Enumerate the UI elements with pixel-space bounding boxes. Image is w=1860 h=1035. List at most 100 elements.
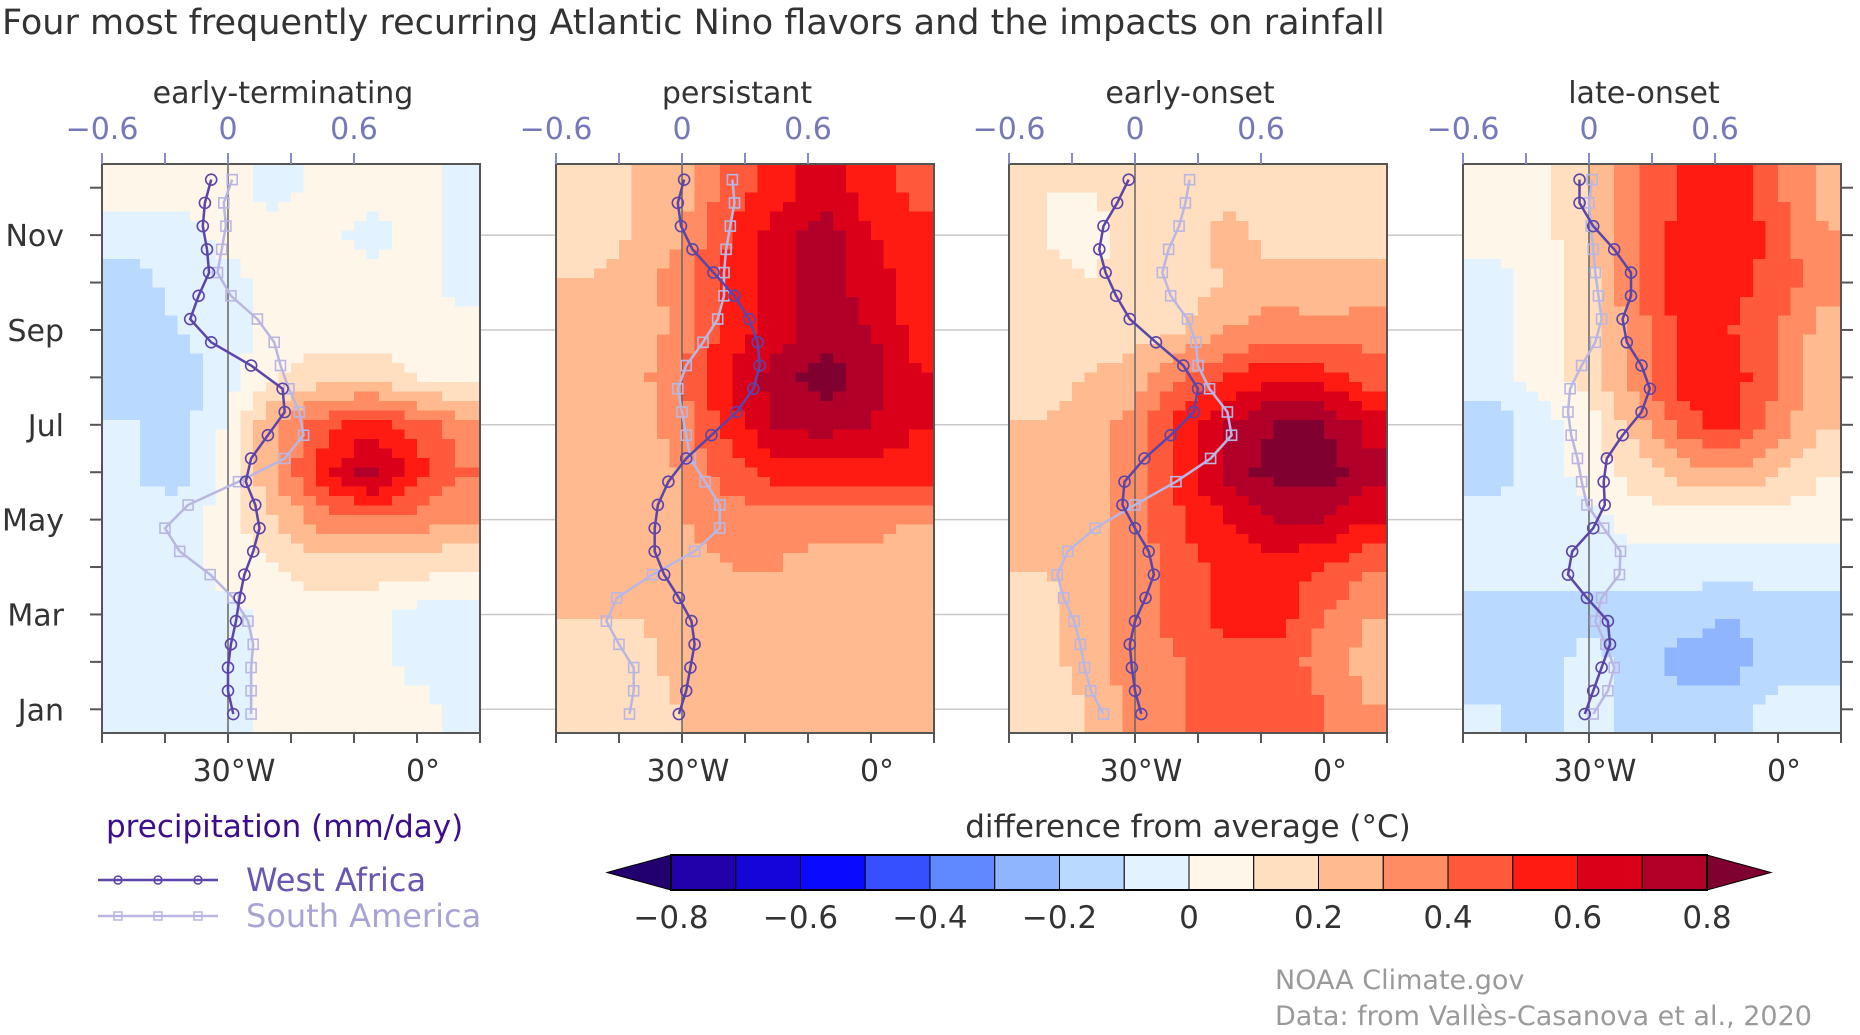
heatmap-cell — [1463, 543, 1842, 554]
heatmap-cell — [102, 164, 254, 175]
heatmap-cell — [1614, 249, 1640, 260]
heatmap-cell — [694, 429, 721, 440]
heatmap-cell — [1361, 571, 1388, 582]
precip-point — [613, 638, 625, 651]
heatmap-cell — [719, 429, 759, 440]
sst-heatmap — [1009, 164, 1388, 734]
heatmap-cell — [1463, 647, 1577, 658]
heatmap-cell — [719, 420, 746, 431]
heatmap-cell — [1664, 287, 1754, 298]
heatmap-cell — [745, 192, 796, 203]
heatmap-cell — [190, 211, 368, 222]
precip-tick-label: −0.6 — [520, 112, 593, 147]
heatmap-cell — [442, 164, 481, 175]
square-marker-icon — [193, 911, 203, 921]
heatmap-cell — [757, 173, 796, 184]
precip-point — [686, 243, 699, 256]
heatmap-cell — [908, 201, 935, 212]
heatmap-cell — [833, 211, 859, 222]
heatmap-cell — [556, 524, 696, 535]
heatmap-cell — [1652, 429, 1678, 440]
heatmap-cell — [1664, 239, 1766, 250]
heatmap-cell — [1752, 714, 1842, 725]
lon-tick-label: 30°W — [1554, 754, 1637, 789]
heatmap-cell — [1677, 334, 1741, 345]
heatmap-cell — [1009, 296, 1199, 307]
heatmap-cell — [1463, 524, 1615, 535]
heatmap-cell — [1626, 420, 1653, 431]
heatmap-cell — [102, 581, 216, 592]
heatmap-cell — [1046, 230, 1111, 241]
heatmap-cell — [1639, 201, 1678, 212]
heatmap-cell — [1790, 429, 1817, 440]
precip-point — [1601, 614, 1615, 628]
heatmap-cell — [354, 391, 380, 402]
precip-tick-label: −0.6 — [1427, 112, 1500, 147]
precip-point — [1156, 266, 1169, 279]
heatmap-cell — [442, 723, 481, 734]
precip-point — [1192, 359, 1204, 372]
precip-point — [1587, 708, 1599, 720]
month-label: Jul — [26, 409, 64, 444]
heatmap-cell — [1614, 277, 1640, 288]
precip-point — [685, 614, 698, 628]
precip-point — [224, 638, 238, 651]
precip-point — [1614, 545, 1627, 558]
precip-point — [274, 359, 287, 372]
precip-point — [728, 289, 741, 303]
precip-point — [674, 219, 688, 233]
heatmap-cell — [1198, 420, 1224, 431]
heatmap-cell — [719, 315, 759, 326]
heatmap-cell — [1009, 429, 1111, 440]
heatmap-cell — [253, 401, 267, 412]
heatmap-cell — [1147, 410, 1174, 421]
precip-series-west-africa — [183, 173, 292, 721]
precip-point — [713, 522, 726, 534]
sst-heatmap — [1463, 164, 1842, 734]
heatmap-cell — [1349, 647, 1388, 658]
heatmap-cell — [139, 458, 191, 469]
precip-point — [245, 684, 257, 697]
heatmap-cell — [1223, 277, 1388, 288]
heatmap-cell — [1614, 514, 1842, 525]
heatmap-cell — [1009, 277, 1224, 288]
heatmap-cell — [1147, 477, 1174, 488]
heatmap-cell — [102, 467, 141, 478]
colorbar-bin — [670, 854, 737, 891]
heatmap-cell — [1513, 325, 1565, 336]
heatmap-cell — [556, 543, 708, 554]
precip-point — [1123, 312, 1137, 326]
credit-data: Data: from Vallès-Casanova et al., 2020 — [1275, 1001, 1812, 1032]
heatmap-cell — [454, 477, 481, 488]
heatmap-cell — [1261, 306, 1300, 317]
heatmap-cell — [631, 201, 696, 212]
heatmap-cell — [1601, 382, 1628, 393]
heatmap-cell — [316, 448, 355, 459]
heatmap-cell — [1210, 581, 1300, 592]
precip-point — [688, 545, 701, 558]
legend-title: precipitation (mm/day) — [106, 809, 463, 845]
heatmap-cell — [883, 448, 935, 459]
heatmap-cell — [1614, 391, 1640, 402]
heatmap-cell — [1463, 296, 1514, 307]
precip-point — [1089, 522, 1101, 534]
heatmap-cell — [1261, 439, 1338, 450]
heatmap-cell — [1614, 401, 1640, 412]
heatmap-cell — [265, 552, 481, 563]
heatmap-cell — [1702, 410, 1741, 421]
colorbar-label: 0.4 — [1423, 900, 1472, 936]
lon-tick-label: 0° — [1767, 754, 1801, 789]
precip-point — [1057, 592, 1070, 604]
heatmap-cell — [656, 334, 696, 345]
heatmap-cell — [1172, 429, 1199, 440]
precip-point — [159, 522, 171, 534]
heatmap-cell — [1198, 363, 1249, 374]
precip-point — [204, 568, 216, 581]
heatmap-cell — [1614, 676, 1678, 687]
heatmap-cell — [202, 363, 242, 374]
precip-point — [1616, 312, 1629, 326]
heatmap-cell — [1261, 239, 1388, 250]
heatmap-cell — [1803, 382, 1842, 393]
heatmap-cell — [303, 439, 330, 450]
heatmap-cell — [808, 363, 847, 374]
